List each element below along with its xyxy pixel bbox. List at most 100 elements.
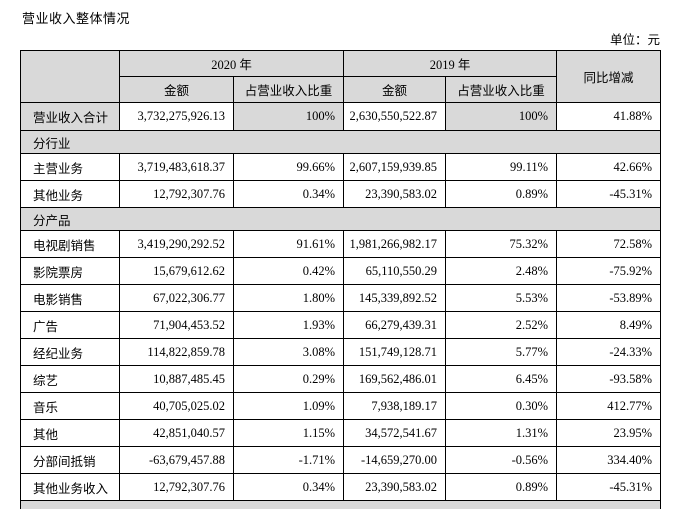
yoy-change-cell: -24.33% [556,338,662,366]
table-row: 广告 71,904,453.52 1.93% 66,279,439.31 2.52% 8.… [20,311,662,339]
section-label: 分行业 [19,130,662,154]
table-row: 综艺 10,887,485.45 0.29% 169,562,486.01 6.45% -… [20,365,662,393]
table-row: 其他 42,851,040.57 1.15% 34,572,541.67 1.31% 23… [20,419,662,447]
pct-2020-cell: -1.71% [232,446,345,474]
pct-2020-cell: 100% [232,102,345,131]
pct-2020-cell: 1.80% [232,284,345,312]
row-label-cell: 主营业务 [20,153,120,181]
yoy-change-cell: -45.31% [556,180,662,208]
pct-2020-cell: 1.09% [232,392,345,420]
table-row: 电影销售 67,022,306.77 1.80% 145,339,892.52 5.53… [20,284,662,312]
yoy-change-cell: -53.89% [556,284,662,312]
amount-2020-cell: 10,887,485.45 [119,365,234,393]
amount-2020-cell: 67,022,306.77 [119,284,234,312]
section-row: 分行业 [19,130,662,154]
pct-2019-cell: 5.77% [445,338,558,366]
amount-2019-cell: 7,938,189.17 [343,392,447,420]
row-label-cell: 营业收入合计 [20,102,120,131]
table-body: 营业收入合计 3,732,275,926.13 100% 2,630,550,522.… [19,102,662,509]
row-label-cell: 其他业务 [20,180,120,208]
corner-cell [20,50,120,103]
pct-2019-cell: 75.32% [445,230,558,258]
pct-2020-cell: 1.15% [232,419,345,447]
pct-2019-cell: 5.53% [445,284,558,312]
row-label-cell: 其他业务收入 [20,473,120,501]
amount-2020-cell: 12,792,307.76 [119,473,234,501]
row-label-cell: 影院票房 [20,257,120,285]
header-yoy-change: 同比增减 [556,50,662,103]
yoy-change-cell: -93.58% [556,365,662,393]
yoy-change-cell: 334.40% [556,446,662,474]
amount-2020-cell: 15,679,612.62 [119,257,234,285]
amount-2019-cell: 65,110,550.29 [343,257,447,285]
amount-2019-cell: 23,390,583.02 [343,473,447,501]
table-header: 2020 年 2019 年 同比增减 金额 占营业收入比重 金额 占营业收入比重 [20,50,662,103]
amount-2020-cell: 42,851,040.57 [119,419,234,447]
header-row-subcols: 金额 占营业收入比重 金额 占营业收入比重 [21,76,661,103]
section-label: 分产品 [19,207,662,231]
table-row: 分部间抵销 -63,679,457.88 -1.71% -14,659,270.00-… [20,446,662,474]
pct-2020-cell: 0.34% [232,180,345,208]
unit-label: 单位：元 [609,33,660,47]
pct-2020-cell: 1.93% [232,311,345,339]
row-label-cell: 其他 [20,419,120,447]
section-row: 分产品 [19,207,662,231]
amount-2020-cell: 3,419,290,292.52 [119,230,234,258]
amount-2019-cell: 34,572,541.67 [343,419,447,447]
pct-2020-cell: 0.42% [232,257,345,285]
pct-2019-cell: 2.52% [445,311,558,339]
pct-2019-cell: 6.45% [445,365,558,393]
next-section-sliver [19,500,662,509]
pct-2020-cell: 91.61% [232,230,345,258]
page-title: 营业收入整体情况 [22,11,131,26]
pct-2019-cell: 0.89% [445,180,558,208]
header-pct-2019: 占营业收入比重 [445,76,558,103]
header-pct-2020: 占营业收入比重 [232,76,345,103]
amount-2019-cell: 2,607,159,939.85 [343,153,447,181]
table-row: 经纪业务 114,822,859.78 3.08% 151,749,128.71 5.7… [20,338,662,366]
yoy-change-cell: 8.49% [556,311,662,339]
table-row: 电视剧销售 3,419,290,292.52 91.61% 1,981,266,982… [20,230,662,258]
amount-2020-cell: 3,732,275,926.13 [119,102,234,131]
yoy-change-cell: 42.66% [556,153,662,181]
amount-2019-cell: 66,279,439.31 [343,311,447,339]
amount-2019-cell: 23,390,583.02 [343,180,447,208]
pct-2020-cell: 99.66% [232,153,345,181]
table-row: 影院票房 15,679,612.62 0.42% 65,110,550.29 2.48%… [20,257,662,285]
amount-2019-cell: 145,339,892.52 [343,284,447,312]
row-label-cell: 音乐 [20,392,120,420]
amount-2019-cell: 169,562,486.01 [343,365,447,393]
pct-2020-cell: 0.34% [232,473,345,501]
pct-2019-cell: 0.30% [445,392,558,420]
pct-2019-cell: 0.89% [445,473,558,501]
pct-2019-cell: 1.31% [445,419,558,447]
partial-row [19,500,662,509]
amount-2019-cell: 2,630,550,522.87 [343,102,447,131]
row-label-cell: 广告 [20,311,120,339]
yoy-change-cell: 412.77% [556,392,662,420]
row-label-cell: 综艺 [20,365,120,393]
row-label-cell: 分部间抵销 [20,446,120,474]
amount-2020-cell: -63,679,457.88 [119,446,234,474]
row-label-cell: 经纪业务 [20,338,120,366]
amount-2020-cell: 40,705,025.02 [119,392,234,420]
header-year-2020: 2020 年 [118,50,345,77]
row-label-cell: 电影销售 [20,284,120,312]
yoy-change-cell: 72.58% [556,230,662,258]
row-label-cell: 电视剧销售 [20,230,120,258]
revenue-table: 2020 年 2019 年 同比增减 金额 占营业收入比重 金额 占营业收入比重… [19,50,662,509]
table-row: 主营业务 3,719,483,618.37 99.66% 2,607,159,939.… [20,153,662,181]
amount-2019-cell: 1,981,266,982.17 [343,230,447,258]
header-amount-2019: 金额 [343,76,447,103]
table-row: 音乐 40,705,025.02 1.09% 7,938,189.17 0.30% 412… [20,392,662,420]
yoy-change-cell: 41.88% [556,102,662,131]
table-row: 其他业务收入 12,792,307.76 0.34% 23,390,583.02 0.8… [20,473,662,501]
amount-2020-cell: 114,822,859.78 [119,338,234,366]
pct-2019-cell: -0.56% [445,446,558,474]
table-row: 营业收入合计 3,732,275,926.13 100% 2,630,550,522.… [20,102,662,131]
header-row-years: 2020 年 2019 年 同比增减 [20,50,662,103]
table-row: 其他业务 12,792,307.76 0.34% 23,390,583.02 0.89%… [20,180,662,208]
pct-2020-cell: 0.29% [232,365,345,393]
pct-2019-cell: 100% [445,102,558,131]
pct-2019-cell: 2.48% [445,257,558,285]
